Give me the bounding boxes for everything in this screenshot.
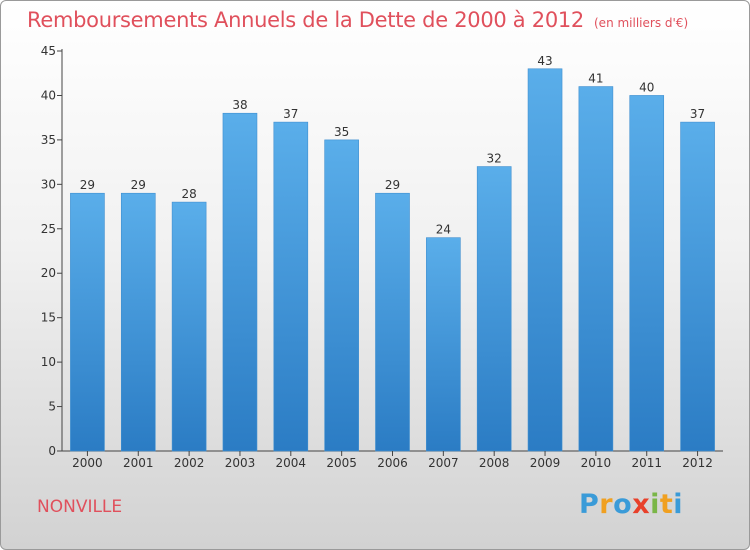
bar <box>375 192 410 452</box>
bar-value-label: 37 <box>690 107 705 121</box>
x-tick-label: 2001 <box>123 456 154 470</box>
bar <box>426 237 461 452</box>
y-tick-label: 20 <box>41 266 56 280</box>
x-tick-label: 2007 <box>428 456 459 470</box>
bar <box>120 192 156 452</box>
bar-value-label: 41 <box>588 72 603 86</box>
y-tick-label: 25 <box>41 222 56 236</box>
y-tick-label: 40 <box>41 88 56 102</box>
bar <box>629 95 665 452</box>
bar <box>70 192 105 452</box>
y-tick-label: 0 <box>48 444 56 458</box>
chart-subtitle: (en milliers d'€) <box>594 16 689 30</box>
bar-value-label: 38 <box>232 98 247 112</box>
x-tick-label: 2008 <box>479 456 510 470</box>
bar-value-label: 29 <box>385 178 400 192</box>
bar <box>680 121 715 452</box>
x-tick-label: 2012 <box>682 456 713 470</box>
y-tick-label: 15 <box>41 311 56 325</box>
y-tick-label: 45 <box>41 44 56 58</box>
y-tick-label: 35 <box>41 133 56 147</box>
bar-value-label: 37 <box>283 107 298 121</box>
bar-value-label: 24 <box>436 223 451 237</box>
bar <box>171 201 207 452</box>
logo-letter: r <box>599 489 614 520</box>
bar-value-label: 29 <box>131 178 146 192</box>
x-tick-label: 2004 <box>276 456 307 470</box>
logo-letter: x <box>632 489 651 520</box>
y-tick-label: 10 <box>41 355 56 369</box>
chart-title-block: Remboursements Annuels de la Dette de 20… <box>27 8 688 32</box>
bar-value-label: 43 <box>537 54 552 68</box>
bar-value-label: 28 <box>181 187 196 201</box>
logo-letter: t <box>659 489 674 520</box>
logo-letter: i <box>673 489 684 520</box>
commune-name: NONVILLE <box>37 497 123 517</box>
x-tick-label: 2000 <box>72 456 103 470</box>
x-tick-label: 2009 <box>530 456 561 470</box>
x-tick-label: 2005 <box>326 456 357 470</box>
bar <box>324 139 359 452</box>
y-tick-label: 30 <box>41 177 56 191</box>
bar <box>527 68 563 452</box>
y-tick-label: 5 <box>48 400 56 414</box>
bar-value-label: 29 <box>80 178 95 192</box>
chart-title: Remboursements Annuels de la Dette de 20… <box>27 8 584 32</box>
x-tick-label: 2006 <box>377 456 408 470</box>
logo-letter: i <box>650 489 660 520</box>
proxiti-logo: Proxiti <box>579 489 683 520</box>
x-tick-label: 2011 <box>631 456 662 470</box>
bar <box>578 86 614 452</box>
x-tick-label: 2002 <box>174 456 205 470</box>
bar <box>273 121 309 452</box>
bar-value-label: 35 <box>334 125 349 139</box>
logo-letter: o <box>613 489 633 520</box>
x-tick-label: 2003 <box>225 456 256 470</box>
x-tick-label: 2010 <box>581 456 612 470</box>
bar <box>476 166 512 452</box>
bar <box>222 112 258 452</box>
logo-letter: P <box>579 489 600 520</box>
bar-value-label: 40 <box>639 80 654 94</box>
bar-value-label: 32 <box>487 152 502 166</box>
